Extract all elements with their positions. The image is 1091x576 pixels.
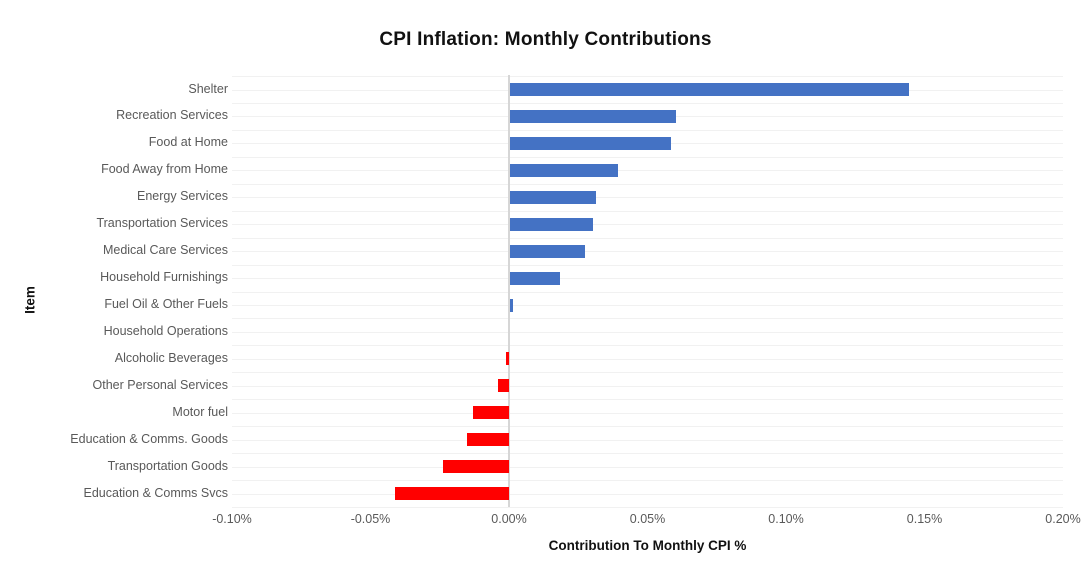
zero-axis-line bbox=[508, 75, 510, 507]
x-tick-label: 0.20% bbox=[1045, 512, 1081, 526]
gridline bbox=[232, 439, 1063, 441]
gridline bbox=[232, 278, 1063, 279]
category-label: Fuel Oil & Other Fuels bbox=[104, 297, 228, 311]
chart-title: CPI Inflation: Monthly Contributions bbox=[379, 29, 712, 50]
category-label: Household Operations bbox=[103, 323, 228, 338]
gridline bbox=[232, 129, 1063, 131]
category-label: Alcoholic Beverages bbox=[114, 350, 228, 365]
category-label: Transportation Services bbox=[96, 216, 228, 231]
bar bbox=[467, 433, 509, 447]
gridline bbox=[232, 372, 1063, 374]
bar bbox=[510, 217, 594, 231]
gridline bbox=[232, 345, 1063, 347]
gridline bbox=[232, 331, 1063, 333]
gridline bbox=[232, 237, 1063, 239]
category-label: Transportation Goods bbox=[107, 458, 228, 473]
bar bbox=[510, 190, 596, 204]
x-tick-label: 0.15% bbox=[906, 512, 943, 526]
category-label: Motor fuel bbox=[172, 404, 228, 419]
gridline bbox=[232, 251, 1063, 253]
gridline bbox=[232, 156, 1063, 158]
gridline bbox=[232, 305, 1063, 306]
x-tick-label: 0.10% bbox=[768, 512, 804, 526]
category-label: Education & Comms. Goods bbox=[70, 431, 228, 446]
gridline bbox=[232, 358, 1063, 360]
gridline bbox=[232, 493, 1063, 495]
gridline bbox=[232, 210, 1063, 212]
bar bbox=[510, 244, 585, 258]
gridline bbox=[232, 385, 1063, 387]
x-tick-label: -0.05% bbox=[350, 512, 391, 526]
category-label: Food at Home bbox=[148, 135, 228, 150]
gridline bbox=[232, 399, 1063, 401]
gridline bbox=[232, 453, 1063, 455]
category-label: Energy Services bbox=[136, 189, 228, 204]
gridline bbox=[232, 291, 1063, 293]
bar bbox=[510, 271, 560, 285]
gridline bbox=[232, 426, 1063, 428]
gridline bbox=[232, 224, 1063, 226]
gridline bbox=[232, 102, 1063, 104]
x-axis-title: Contribution To Monthly CPI % bbox=[548, 538, 747, 553]
gridline bbox=[232, 466, 1063, 468]
bar bbox=[510, 298, 513, 312]
bar bbox=[497, 379, 509, 393]
gridline bbox=[232, 197, 1063, 199]
gridline bbox=[232, 480, 1063, 482]
category-label: Household Furnishings bbox=[100, 270, 228, 284]
gridline bbox=[232, 412, 1063, 414]
bar bbox=[510, 136, 671, 150]
bar bbox=[510, 83, 909, 96]
bar bbox=[395, 487, 509, 500]
gridline bbox=[232, 183, 1063, 185]
gridline bbox=[232, 264, 1063, 266]
gridline bbox=[232, 318, 1063, 320]
gridline bbox=[232, 76, 1063, 77]
bar bbox=[506, 352, 509, 366]
bar bbox=[442, 460, 509, 474]
x-tick-label: 0.00% bbox=[491, 512, 527, 526]
category-label: Recreation Services bbox=[116, 108, 228, 123]
category-label: Other Personal Services bbox=[92, 377, 228, 392]
bar bbox=[510, 109, 677, 123]
bar bbox=[473, 406, 509, 420]
x-tick-label: 0.05% bbox=[629, 512, 666, 526]
category-label: Medical Care Services bbox=[102, 243, 228, 258]
category-label: Education & Comms Svcs bbox=[83, 485, 229, 500]
gridline bbox=[232, 170, 1063, 172]
bar bbox=[510, 163, 618, 177]
category-label: Shelter bbox=[188, 81, 228, 96]
category-label: Food Away from Home bbox=[101, 162, 228, 177]
x-tick-label: -0.10% bbox=[212, 512, 252, 526]
gridline bbox=[232, 507, 1063, 508]
